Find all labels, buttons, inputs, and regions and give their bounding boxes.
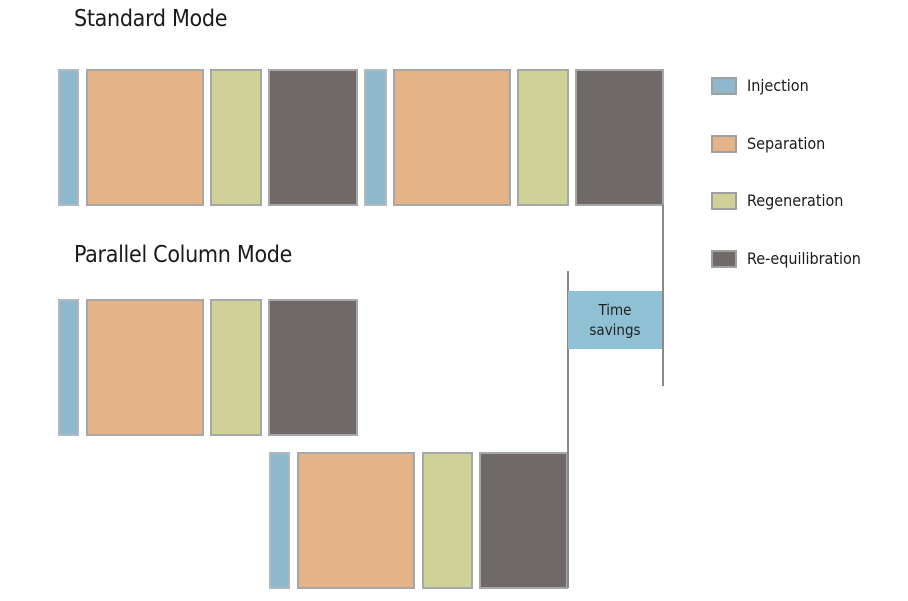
regeneration-block bbox=[517, 69, 569, 206]
time-savings-box: Time savings bbox=[568, 291, 662, 349]
separation-block bbox=[86, 299, 204, 436]
separation-block bbox=[393, 69, 511, 206]
regeneration-block bbox=[210, 299, 262, 436]
injection-swatch bbox=[711, 77, 737, 95]
standard-mode-title: Standard Mode bbox=[74, 6, 228, 32]
legend-label-re-equilibration: Re-equilibration bbox=[747, 249, 861, 268]
re-equilibration-block bbox=[268, 299, 358, 436]
separation-block bbox=[86, 69, 204, 206]
standard-end-line bbox=[662, 204, 664, 386]
time-savings-line-2: savings bbox=[589, 321, 641, 339]
parallel-end-line bbox=[567, 271, 569, 588]
separation-block bbox=[297, 452, 415, 589]
re-equilibration-swatch bbox=[711, 250, 737, 268]
injection-block bbox=[58, 69, 79, 206]
regeneration-block bbox=[422, 452, 473, 589]
injection-block bbox=[269, 452, 290, 589]
separation-swatch bbox=[711, 135, 737, 153]
injection-block bbox=[364, 69, 387, 206]
re-equilibration-block bbox=[268, 69, 358, 206]
re-equilibration-block bbox=[479, 452, 568, 589]
re-equilibration-block bbox=[575, 69, 664, 206]
legend-label-separation: Separation bbox=[747, 134, 826, 153]
parallel-mode-title: Parallel Column Mode bbox=[74, 242, 293, 268]
injection-block bbox=[58, 299, 79, 436]
regeneration-swatch bbox=[711, 192, 737, 210]
regeneration-block bbox=[210, 69, 262, 206]
legend-label-regeneration: Regeneration bbox=[747, 191, 844, 210]
time-savings-line-1: Time bbox=[598, 301, 632, 319]
legend-label-injection: Injection bbox=[747, 76, 809, 95]
